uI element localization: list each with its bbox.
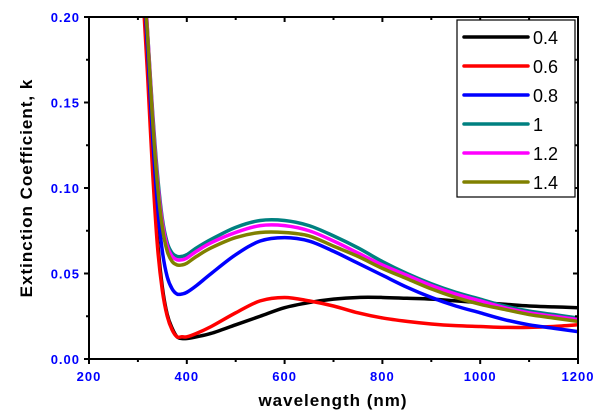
x-axis-title: wavelength (nm) — [257, 391, 407, 410]
ticks-layer: 200 400 600 800 1000 1200 0.00 0.05 0.10 0.15 0.20 — [51, 10, 595, 384]
x-tick-label: 200 — [77, 369, 102, 384]
y-tick-label: 0.15 — [51, 96, 80, 111]
x-tick-label: 1000 — [464, 369, 497, 384]
x-tick-label: 600 — [272, 369, 297, 384]
series-line-0-8 — [143, 17, 578, 334]
y-tick-label: 0.20 — [51, 10, 80, 25]
x-tick-label: 800 — [370, 369, 395, 384]
series-line-1-4 — [144, 17, 578, 324]
y-tick-label: 0.10 — [51, 181, 80, 196]
legend-label: 0.8 — [533, 86, 558, 106]
x-tick-label: 1200 — [562, 369, 595, 384]
legend-label: 0.6 — [533, 57, 558, 77]
series-layer — [142, 17, 578, 341]
legend-box — [456, 19, 576, 198]
y-tick-label: 0.00 — [51, 352, 80, 367]
legend-label: 1 — [533, 115, 543, 135]
y-tick-label: 0.05 — [51, 267, 80, 282]
legend-label: 0.4 — [533, 28, 558, 48]
series-line-0-6 — [142, 17, 578, 340]
legend-label: 1.4 — [533, 173, 558, 193]
x-tick-label: 400 — [174, 369, 199, 384]
y-axis-title: Extinction Coefficient, k — [17, 79, 36, 298]
legend-label: 1.2 — [533, 144, 558, 164]
legend: 0.4 0.6 0.8 1 1.2 1.4 — [456, 19, 576, 198]
